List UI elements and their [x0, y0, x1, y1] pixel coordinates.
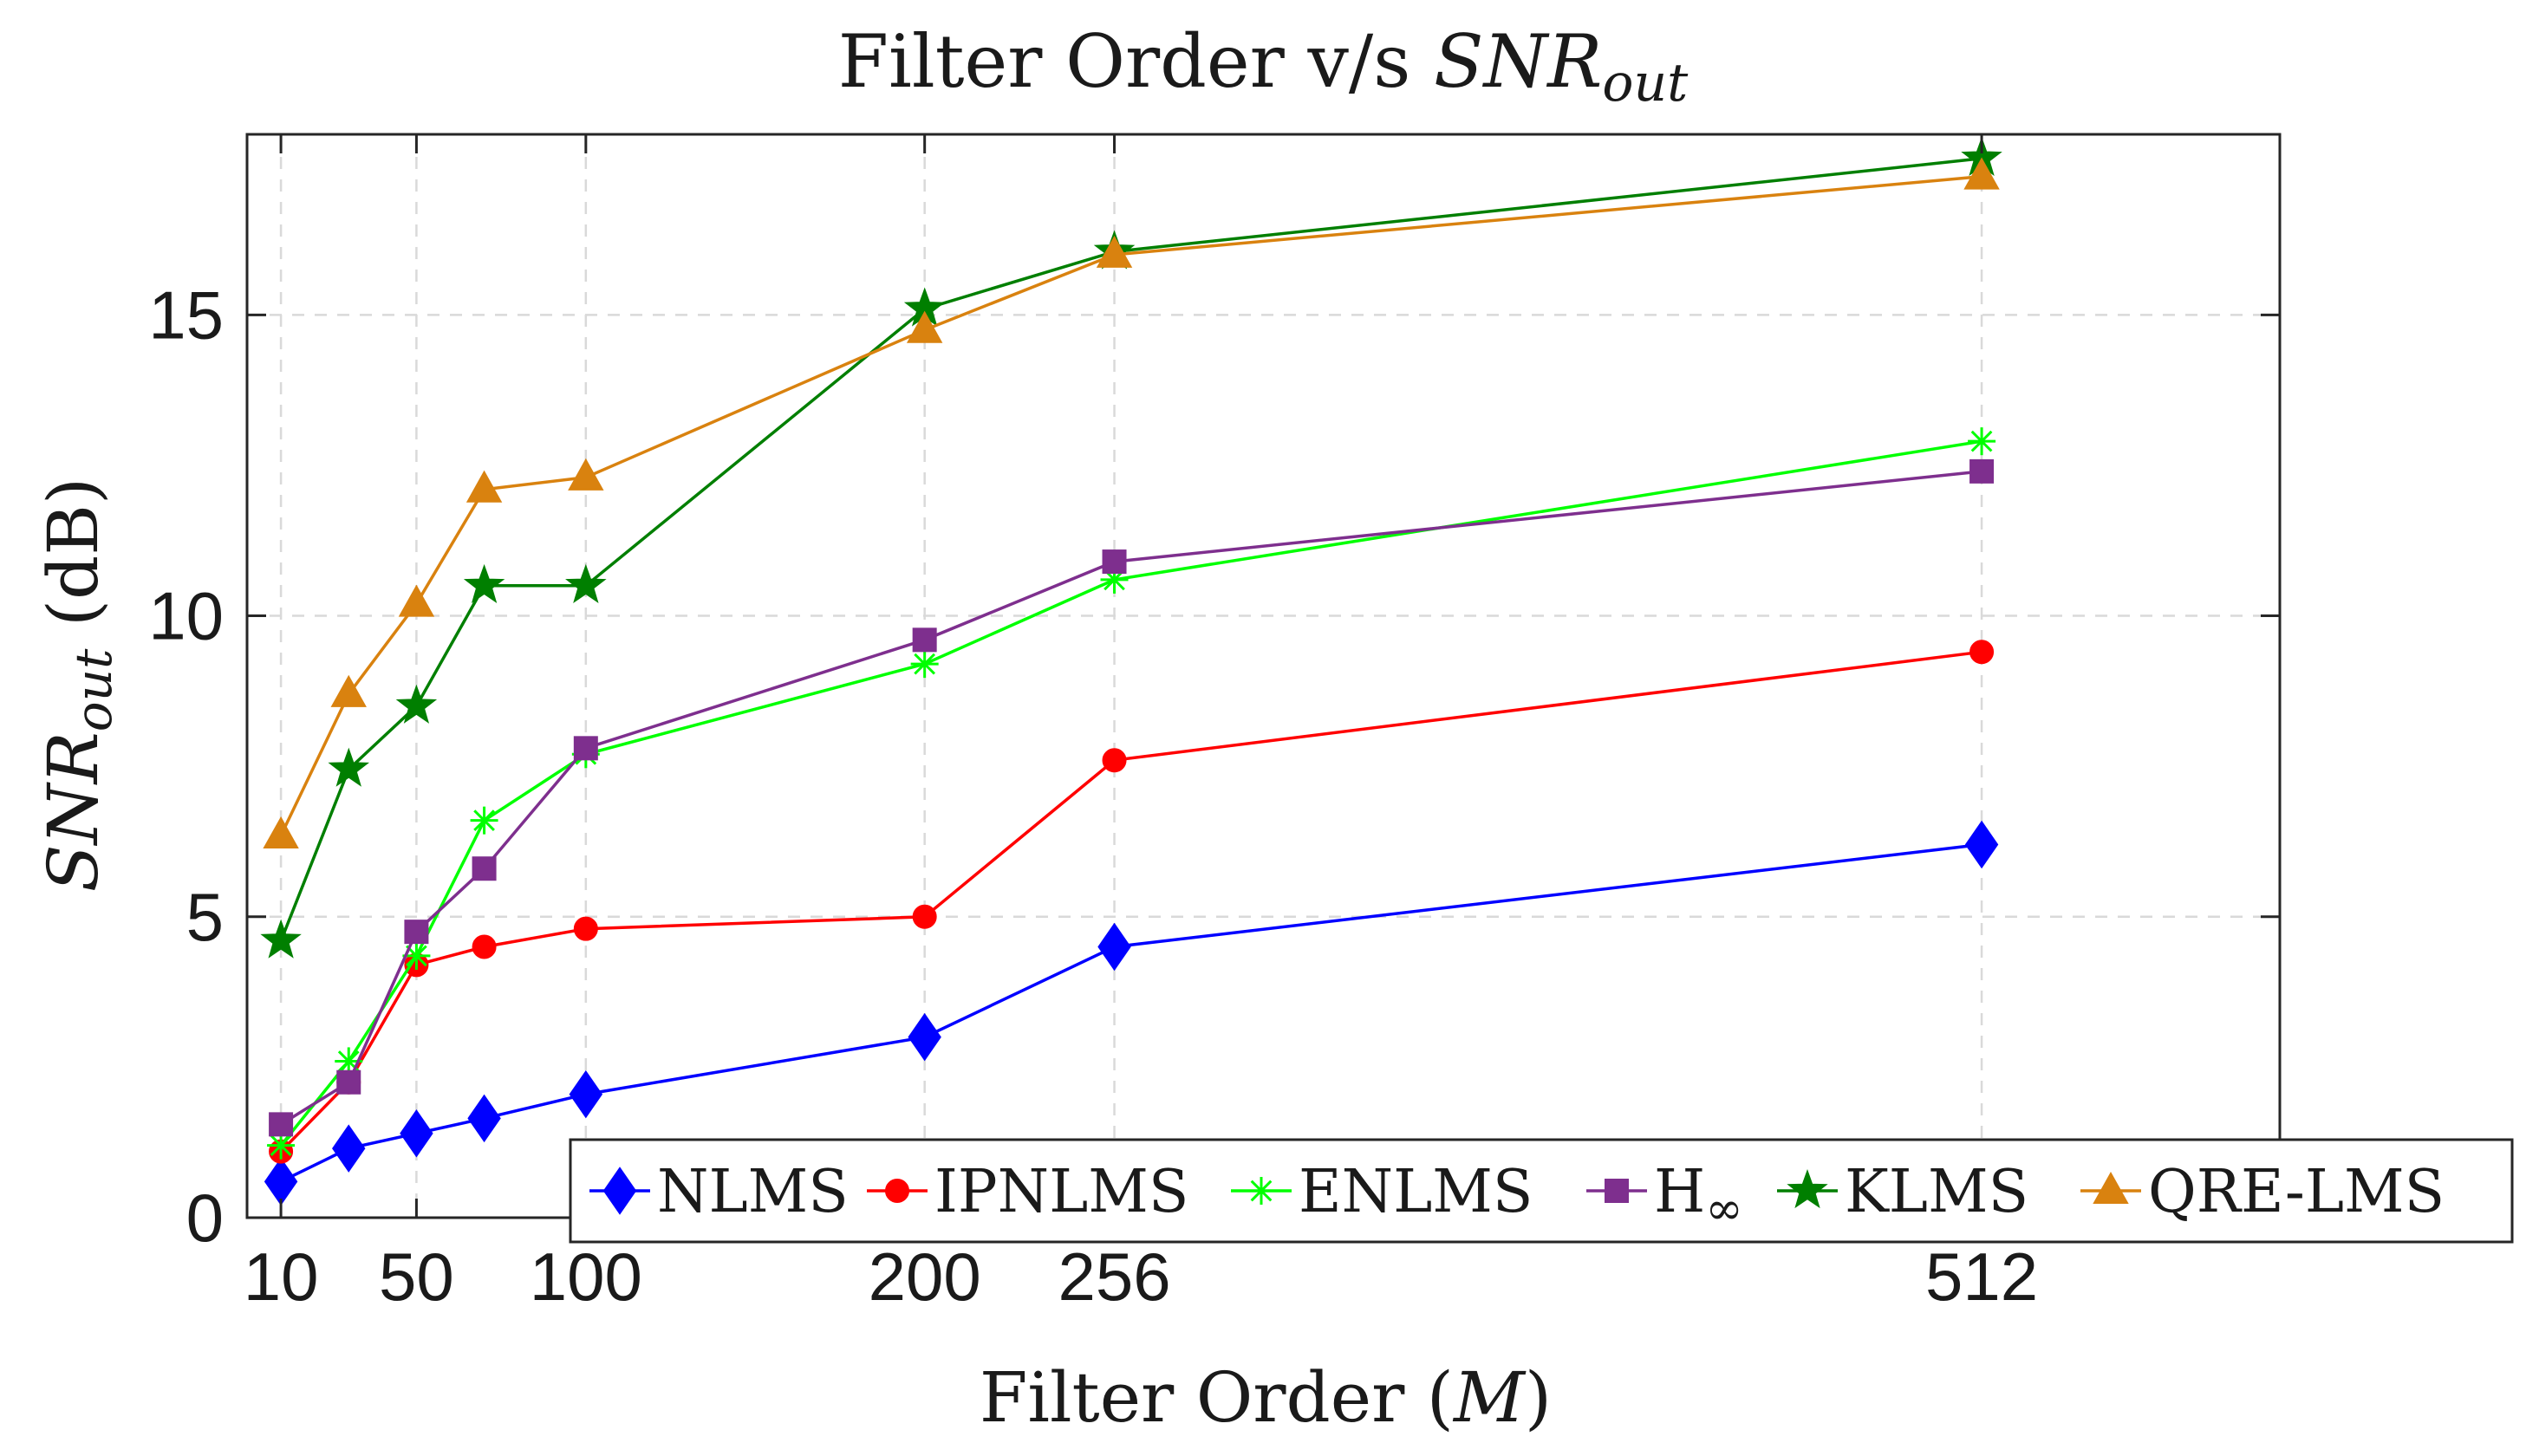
data-point-3-0: [269, 1112, 294, 1137]
legend: NLMS IPNLMS ENLMS H∞ KLMS QRE-LMS: [569, 1138, 2514, 1244]
data-point-5-7: [1963, 157, 2000, 190]
data-point-1-5: [912, 904, 937, 929]
data-point-0-5: [908, 1012, 941, 1062]
x-tick-label-2: 100: [530, 1238, 642, 1315]
legend-marker-5: [2093, 1171, 2129, 1204]
x-axis-label-math: M: [1452, 1357, 1527, 1438]
y-axis-label-subscript: out: [64, 648, 123, 731]
legend-marker-2: [1247, 1177, 1275, 1205]
data-point-1-3: [472, 934, 497, 959]
data-point-3-2: [404, 920, 429, 945]
data-point-3-5: [912, 627, 937, 653]
x-axis-label-suffix: ): [1525, 1357, 1552, 1438]
legend-label-4: KLMS: [1845, 1158, 2028, 1226]
data-point-1-6: [1102, 748, 1127, 773]
data-point-3-3: [472, 856, 497, 881]
legend-marker-4: [1787, 1169, 1828, 1209]
data-point-2-3: [470, 806, 498, 835]
legend-label-3: H∞: [1654, 1158, 1743, 1235]
y-tick-label-1: 5: [186, 879, 224, 955]
chart-title-prefix: Filter Order v/s: [838, 19, 1434, 104]
series-line-3: [280, 470, 1982, 1126]
series-line-5: [279, 174, 1982, 836]
x-tick-label-1: 50: [379, 1238, 454, 1315]
data-point-5-4: [568, 458, 604, 491]
data-point-4-4: [565, 563, 607, 604]
data-point-5-3: [465, 470, 503, 503]
legend-item-4: KLMS: [1777, 1158, 2028, 1226]
data-point-3-4: [573, 736, 598, 761]
chart-title-subscript: out: [1602, 53, 1689, 114]
axes: 10 50 100 200 256 512 0 5 10 15: [148, 133, 2282, 1315]
legend-marker-1: [885, 1179, 909, 1203]
data-point-3-6: [1102, 549, 1127, 575]
y-tick-label-3: 15: [148, 276, 224, 353]
series-qre-lms: [263, 157, 2000, 849]
y-axis-label: SNRout (dB): [33, 478, 123, 893]
legend-marker-0: [602, 1167, 637, 1215]
x-tick-label-3: 200: [869, 1238, 981, 1315]
series-line-4: [279, 157, 1982, 942]
chart-title-math: SNR: [1434, 19, 1602, 104]
data-point-5-5: [906, 310, 943, 343]
data-point-0-4: [569, 1069, 603, 1119]
data-point-3-1: [336, 1069, 361, 1095]
data-point-0-6: [1097, 922, 1131, 972]
legend-label-2: ENLMS: [1299, 1158, 1533, 1226]
x-axis-label-prefix: Filter Order (: [980, 1357, 1454, 1438]
data-point-5-6: [1096, 235, 1133, 268]
data-point-4-2: [395, 684, 438, 724]
series-line-2: [279, 439, 1982, 1147]
data-point-4-0: [260, 919, 302, 959]
y-axis-label-suffix: (dB): [33, 478, 114, 649]
data-point-0-7: [1964, 820, 1999, 869]
x-tick-label-5: 512: [1925, 1238, 2038, 1315]
data-point-4-1: [328, 747, 370, 787]
data-point-2-5: [910, 650, 939, 679]
x-tick-label-4: 256: [1058, 1238, 1170, 1315]
data-point-1-7: [1969, 640, 1995, 665]
series-nlms: [264, 820, 1999, 1206]
data-point-0-3: [467, 1094, 501, 1143]
legend-marker-3: [1605, 1179, 1629, 1203]
legend-item-1: IPNLMS: [867, 1158, 1188, 1226]
data-point-0-1: [332, 1124, 366, 1173]
data-point-3-7: [1969, 458, 1995, 484]
y-axis-label-math: SNR: [33, 731, 114, 892]
legend-item-3: H∞: [1586, 1158, 1743, 1235]
data-point-4-3: [463, 563, 505, 604]
data-point-5-0: [263, 816, 299, 849]
data-point-2-7: [1968, 427, 1996, 456]
data-point-5-1: [330, 674, 367, 707]
y-tick-label-2: 10: [148, 578, 224, 654]
x-axis-label: Filter Order (M): [980, 1357, 1552, 1438]
data-point-0-2: [400, 1109, 433, 1158]
series-h: [269, 458, 1995, 1137]
series-line-1: [279, 650, 1982, 1153]
legend-item-5: QRE-LMS: [2080, 1158, 2445, 1226]
legend-label-5: QRE-LMS: [2148, 1158, 2445, 1226]
x-tick-label-0: 10: [244, 1238, 319, 1315]
y-tick-label-0: 0: [186, 1180, 224, 1256]
data-point-5-2: [398, 584, 435, 617]
chart-title: Filter Order v/s SNRout: [838, 19, 1689, 114]
legend-item-2: ENLMS: [1231, 1158, 1533, 1226]
data-point-2-0: [267, 1131, 296, 1160]
legend-label-1: IPNLMS: [934, 1158, 1188, 1226]
legend-item-0: NLMS: [589, 1158, 849, 1226]
data-point-1-4: [573, 916, 598, 941]
legend-label-0: NLMS: [657, 1158, 849, 1226]
series-layer: [260, 136, 2002, 1206]
